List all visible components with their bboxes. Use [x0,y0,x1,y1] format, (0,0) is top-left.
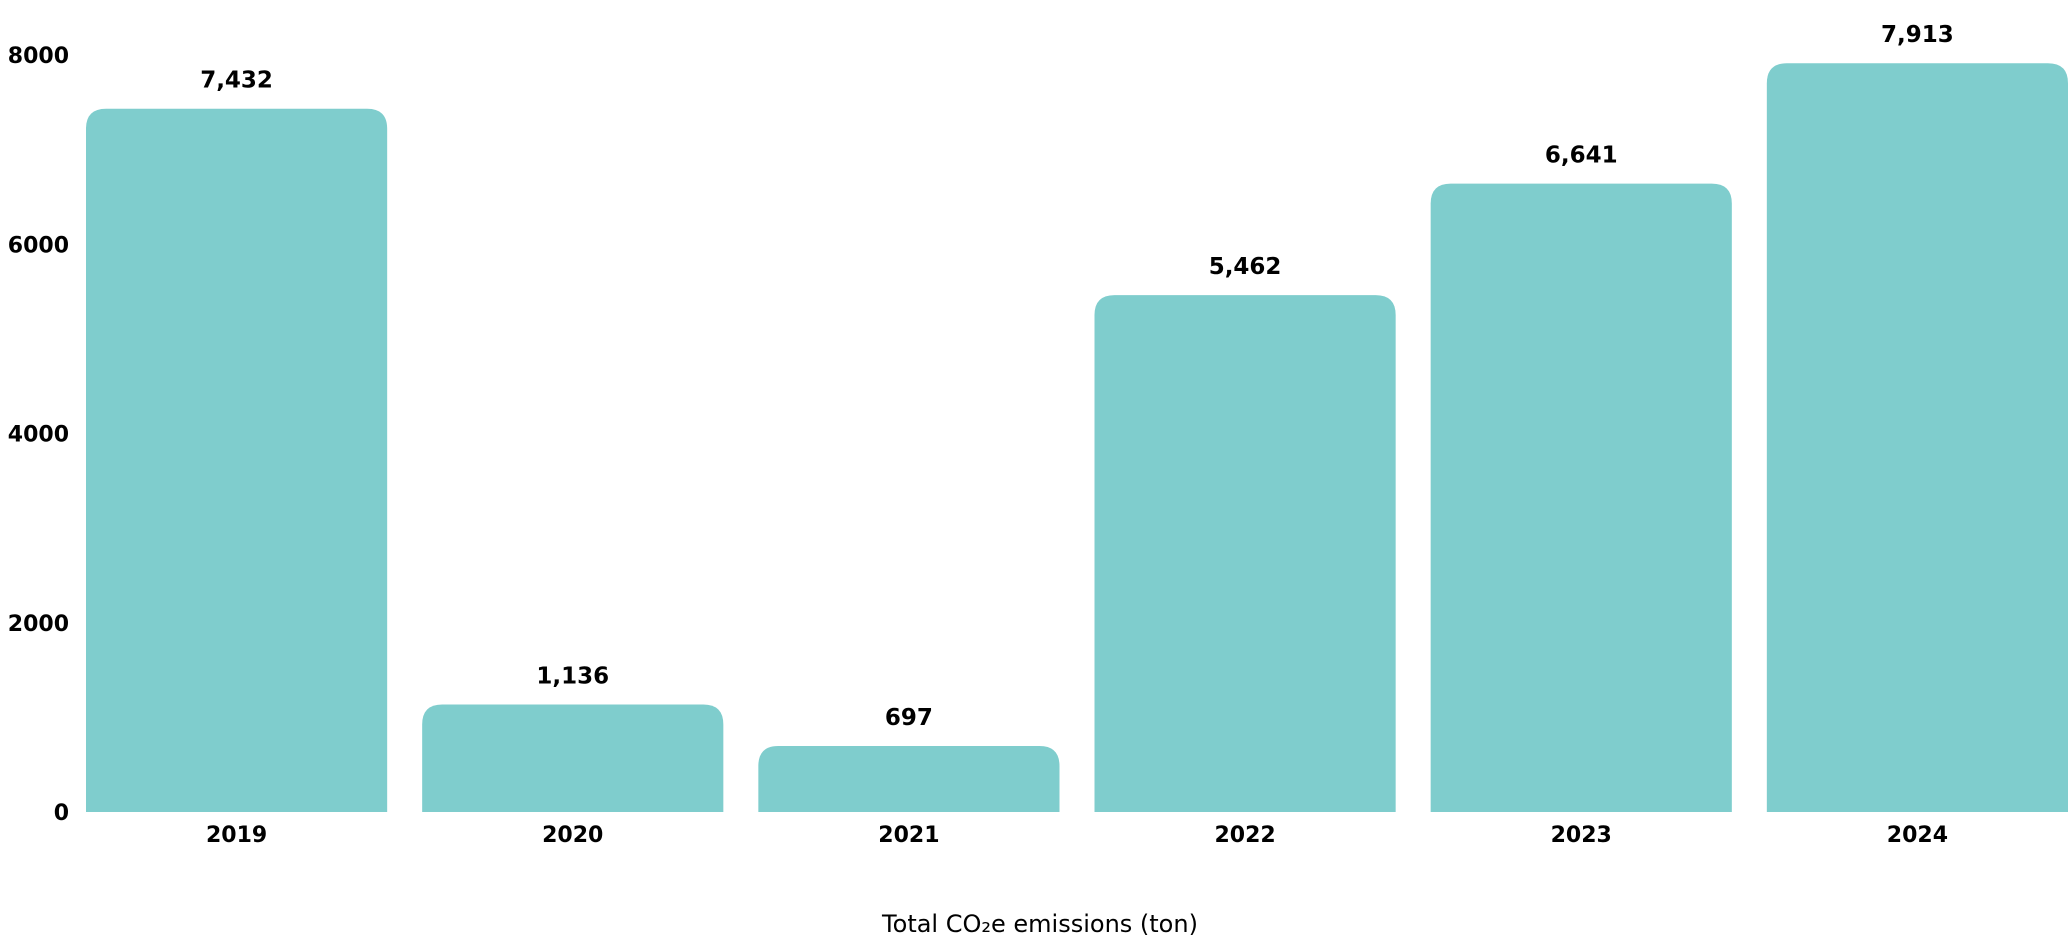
x-tick-label: 2023 [1551,823,1612,848]
bar-2023 [1430,183,1732,813]
x-tick-label: 2024 [1887,823,1948,848]
bar-value-label: 1,136 [536,664,609,690]
y-tick-label: 4000 [8,423,69,448]
y-tick-label: 8000 [8,44,69,69]
bar-value-label: 7,913 [1881,22,1954,48]
bar-2024 [1766,63,2068,813]
bar-value-label: 5,462 [1209,254,1282,280]
bars [86,63,2068,813]
x-tick-label: 2022 [1214,823,1275,848]
bar-value-labels: 7,432 1,136 697 5,462 6,641 7,913 [200,22,1954,731]
bar-2021 [758,746,1060,812]
y-tick-label: 0 [54,801,69,826]
bar-2019 [86,108,388,812]
x-tick-label: 2019 [206,823,267,848]
y-tick-label: 2000 [8,612,69,637]
bar-value-label: 697 [885,705,933,731]
x-tick-label: 2020 [542,823,603,848]
bar-value-label: 6,641 [1545,143,1618,169]
x-tick-label: 2021 [878,823,939,848]
bar-value-label: 7,432 [200,68,273,94]
x-axis: 2019 2020 2021 2022 2023 2024 [206,823,1948,848]
bar-2022 [1094,295,1396,812]
x-axis-label: Total CO₂e emissions (ton) [881,910,1198,938]
bar-2020 [422,704,724,812]
y-axis: 0 2000 4000 6000 8000 [8,44,69,826]
y-tick-label: 6000 [8,233,69,258]
